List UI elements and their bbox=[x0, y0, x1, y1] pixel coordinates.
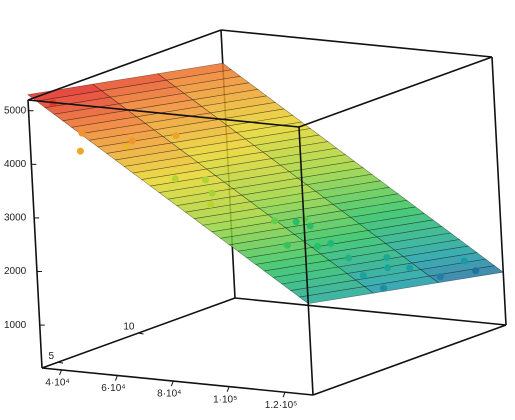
box-edge bbox=[312, 324, 507, 396]
x-tick-label: 6·10⁴ bbox=[101, 383, 125, 394]
data-point bbox=[436, 273, 444, 281]
box-edge bbox=[27, 29, 222, 101]
data-point bbox=[327, 239, 335, 247]
box-edge bbox=[234, 297, 507, 326]
data-point bbox=[78, 129, 86, 137]
data-point bbox=[345, 254, 353, 262]
y-tick-label: 5 bbox=[49, 351, 55, 362]
x-tick-label: 1.2·10⁵ bbox=[265, 400, 298, 411]
z-tick-label: 1000 bbox=[4, 320, 27, 331]
box-edge bbox=[220, 29, 493, 58]
data-point bbox=[271, 217, 279, 225]
x-tick bbox=[282, 392, 286, 398]
box-edge bbox=[41, 367, 314, 396]
z-tick-label: 3000 bbox=[4, 213, 27, 224]
x-tick-label: 8·10⁴ bbox=[157, 389, 181, 400]
z-tick-label: 5000 bbox=[4, 105, 27, 116]
data-point bbox=[406, 264, 414, 272]
data-point bbox=[359, 271, 367, 279]
data-point bbox=[380, 284, 388, 292]
data-point bbox=[76, 147, 84, 155]
data-point bbox=[472, 267, 480, 275]
box-edge bbox=[491, 56, 507, 326]
y-tick-label: 10 bbox=[123, 322, 135, 333]
x-tick bbox=[226, 386, 230, 392]
x-tick bbox=[170, 380, 174, 387]
data-point bbox=[128, 137, 136, 145]
data-point bbox=[283, 241, 291, 249]
data-point bbox=[460, 257, 468, 265]
data-point bbox=[306, 222, 314, 230]
data-point bbox=[172, 132, 180, 140]
data-point bbox=[314, 242, 322, 250]
box-edge bbox=[27, 99, 43, 369]
x-tick bbox=[114, 375, 118, 381]
data-point bbox=[384, 264, 392, 272]
x-tick-label: 1·10⁵ bbox=[213, 394, 237, 405]
data-point bbox=[123, 142, 131, 150]
data-point bbox=[208, 189, 216, 197]
surface-patch bbox=[298, 286, 374, 304]
data-point bbox=[383, 254, 391, 262]
x-tick bbox=[59, 369, 63, 376]
z-tick-label: 4000 bbox=[4, 159, 27, 170]
y-tick bbox=[57, 361, 64, 364]
data-point bbox=[301, 215, 309, 223]
box-edge bbox=[298, 126, 314, 396]
box-edge bbox=[27, 99, 300, 128]
data-point bbox=[202, 176, 210, 184]
box-edge bbox=[298, 56, 493, 128]
data-point bbox=[207, 201, 215, 209]
z-tick-label: 2000 bbox=[4, 266, 27, 277]
y-tick bbox=[138, 332, 144, 335]
data-point bbox=[171, 175, 179, 183]
data-point bbox=[292, 218, 300, 226]
x-tick-label: 4·10⁴ bbox=[45, 378, 69, 389]
